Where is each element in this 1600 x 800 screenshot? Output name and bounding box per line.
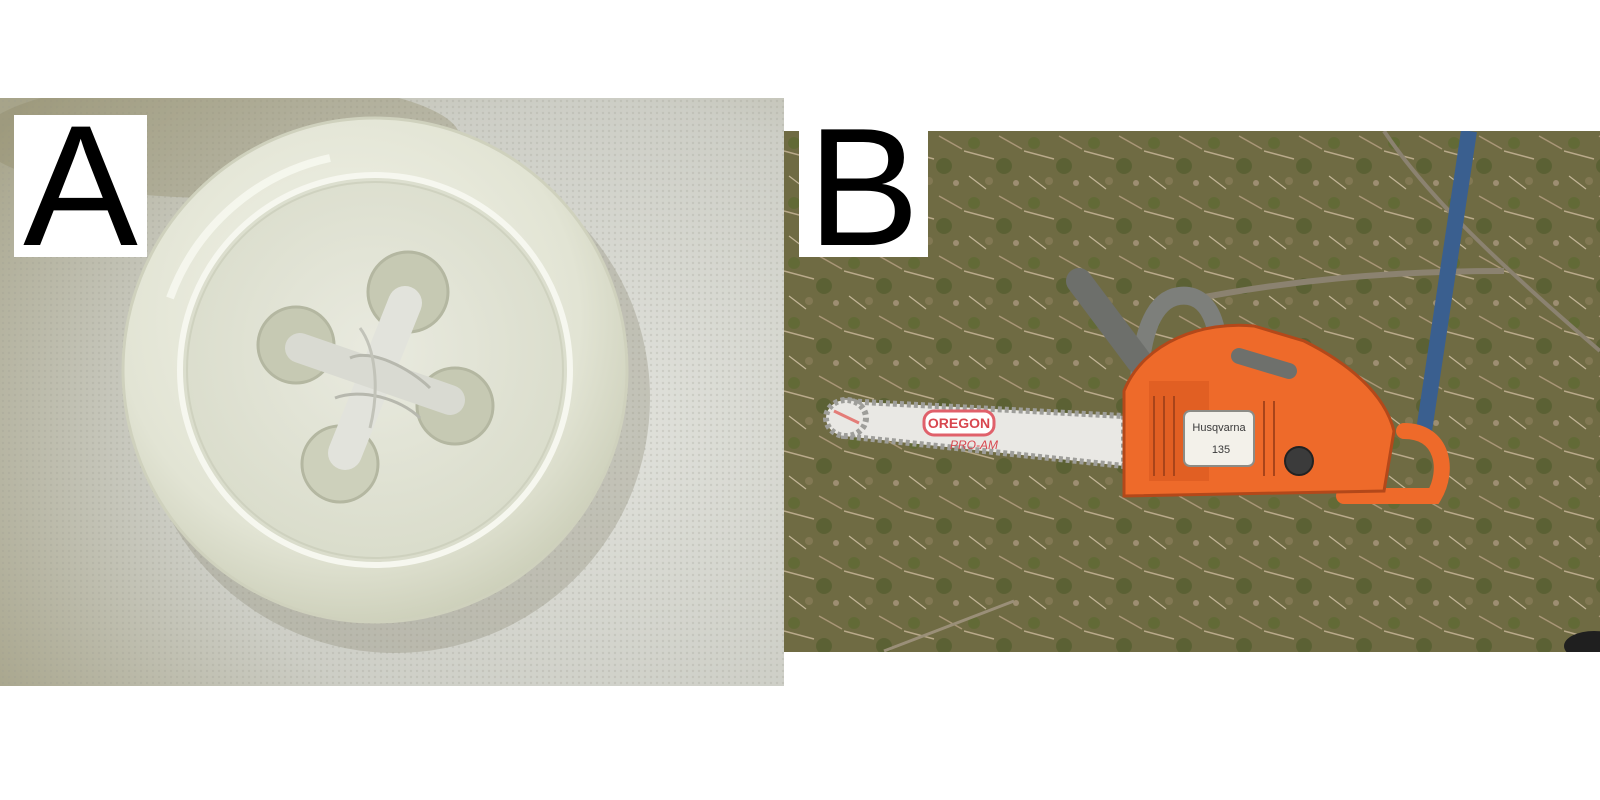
saw-body: Husqvarna 135 [1122, 323, 1396, 498]
thread [285, 286, 465, 470]
body-brand-text: Husqvarna [1192, 422, 1246, 434]
bar-brand-text: OREGON [928, 415, 990, 431]
panel-label-a: A [14, 100, 147, 272]
panel-label-b: B [799, 103, 928, 271]
button-photo [0, 98, 784, 686]
strap [1416, 131, 1477, 433]
body-model-text: 135 [1212, 444, 1230, 456]
bar-sub-text: PRO-AM [950, 438, 998, 452]
photo-panel-a [0, 98, 784, 686]
